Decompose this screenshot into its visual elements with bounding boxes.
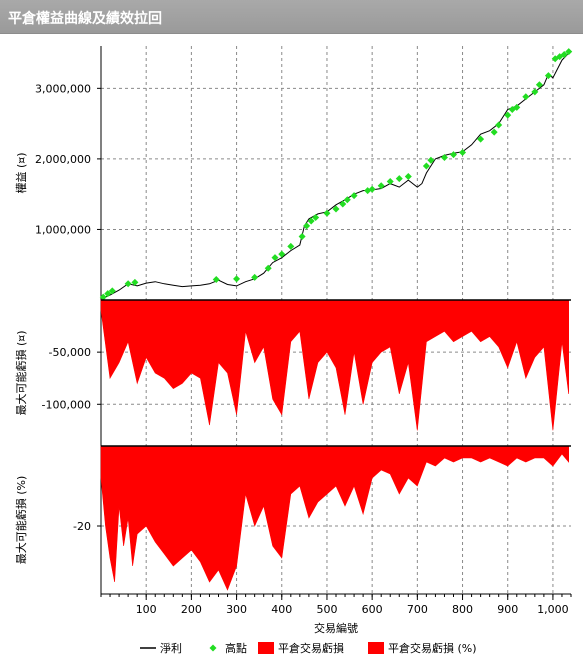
legend-label: 平倉交易虧損 (%) — [388, 641, 477, 655]
legend-item: 平倉交易虧損 — [258, 641, 344, 655]
x-tick-label: 100 — [136, 603, 157, 616]
high-point-marker — [287, 242, 295, 250]
x-tick-label: 900 — [497, 603, 518, 616]
y-axis-label: 最大可能虧損 (¤) — [14, 330, 28, 415]
panel-drawdown_value: -50,000 -100,000 最大可能虧損 (¤) — [14, 299, 571, 446]
high-point-marker — [99, 293, 107, 301]
high-point-marker — [339, 200, 347, 208]
x-axis: 100 200 300 400 500 600 700 800 900 1,000 — [100, 593, 572, 616]
y-tick-label: 3,000,000 — [35, 82, 91, 95]
x-axis-label: 交易編號 — [314, 621, 358, 635]
high-point-marker — [531, 88, 539, 96]
drawdown-area — [100, 299, 569, 431]
high-point-marker — [312, 213, 320, 221]
high-point-marker — [404, 173, 412, 181]
high-point-marker — [108, 287, 116, 295]
legend-label: 淨利 — [160, 642, 182, 655]
high-point-marker — [395, 175, 403, 183]
chart-panels: 1,000,000 2,000,000 3,000,000 權益 (¤) -50,000… — [14, 46, 573, 594]
x-tick-label: 1,000 — [537, 603, 569, 616]
high-point-marker — [271, 254, 279, 262]
high-point-marker — [264, 264, 272, 272]
y-tick-label: -100,000 — [42, 398, 91, 411]
high-point-marker — [368, 185, 376, 193]
high-point-marker — [565, 48, 573, 56]
high-point-marker — [303, 222, 311, 230]
high-point-marker — [323, 209, 331, 217]
high-point-marker — [343, 196, 351, 204]
high-point-marker — [459, 149, 467, 157]
x-tick-label: 500 — [316, 603, 337, 616]
y-tick-label: 1,000,000 — [35, 223, 91, 236]
high-point-marker — [490, 128, 498, 136]
legend-box-swatch — [258, 642, 274, 654]
high-point-marker — [440, 153, 448, 161]
high-point-marker — [104, 290, 112, 298]
legend-label: 高點 — [225, 641, 247, 655]
x-tick-label: 800 — [452, 603, 473, 616]
high-point-marker — [513, 103, 521, 111]
high-point-marker — [386, 177, 394, 185]
panel-drawdown_percent: -20 最大可能虧損 (%) — [14, 445, 571, 594]
y-tick-label: -20 — [73, 520, 91, 533]
x-tick-label: 700 — [407, 603, 428, 616]
legend-item: 平倉交易虧損 (%) — [368, 641, 477, 655]
high-point-marker — [522, 93, 530, 101]
high-point-marker — [124, 280, 132, 288]
high-point-marker — [233, 275, 241, 283]
high-point-marker — [278, 250, 286, 258]
legend-label: 平倉交易虧損 — [278, 641, 344, 655]
y-tick-label: 2,000,000 — [35, 153, 91, 166]
window-title-bar: 平倉權益曲線及績效拉回 — [0, 0, 583, 34]
x-tick-label: 200 — [181, 603, 202, 616]
high-point-marker — [450, 151, 457, 159]
high-point-marker — [495, 121, 503, 129]
high-point-marker — [350, 192, 358, 200]
high-point-marker — [307, 217, 315, 225]
panel-equity: 1,000,000 2,000,000 3,000,000 權益 (¤) — [14, 46, 573, 301]
window-title: 平倉權益曲線及績效拉回 — [8, 11, 162, 27]
legend-diamond-swatch — [209, 644, 217, 652]
high-point-marker — [422, 162, 430, 170]
y-tick-label: -50,000 — [49, 346, 91, 359]
high-point-marker — [477, 135, 485, 143]
legend-item: 淨利 — [140, 642, 182, 655]
high-point-marker — [560, 50, 568, 58]
x-tick-label: 600 — [362, 603, 383, 616]
drawdown-area — [100, 445, 569, 591]
net-profit-line — [100, 52, 570, 300]
x-tick-label: 400 — [271, 603, 292, 616]
y-axis-label: 最大可能虧損 (%) — [14, 476, 28, 565]
high-point-marker — [332, 205, 340, 213]
high-point-marker — [131, 278, 139, 286]
y-axis-label: 權益 (¤) — [14, 152, 28, 193]
high-point-marker — [535, 81, 543, 89]
chart-legend: 淨利 高點 平倉交易虧損 平倉交易虧損 (%) — [140, 641, 477, 655]
high-point-marker — [427, 156, 435, 164]
high-point-marker — [544, 72, 552, 80]
legend-item: 高點 — [209, 641, 247, 655]
high-point-marker — [212, 276, 220, 284]
high-point-marker — [298, 233, 306, 240]
high-point-marker — [377, 182, 385, 190]
x-tick-label: 300 — [226, 603, 247, 616]
high-point-marker — [504, 111, 512, 119]
legend-box-swatch — [368, 642, 384, 654]
high-point-marker — [251, 273, 259, 281]
